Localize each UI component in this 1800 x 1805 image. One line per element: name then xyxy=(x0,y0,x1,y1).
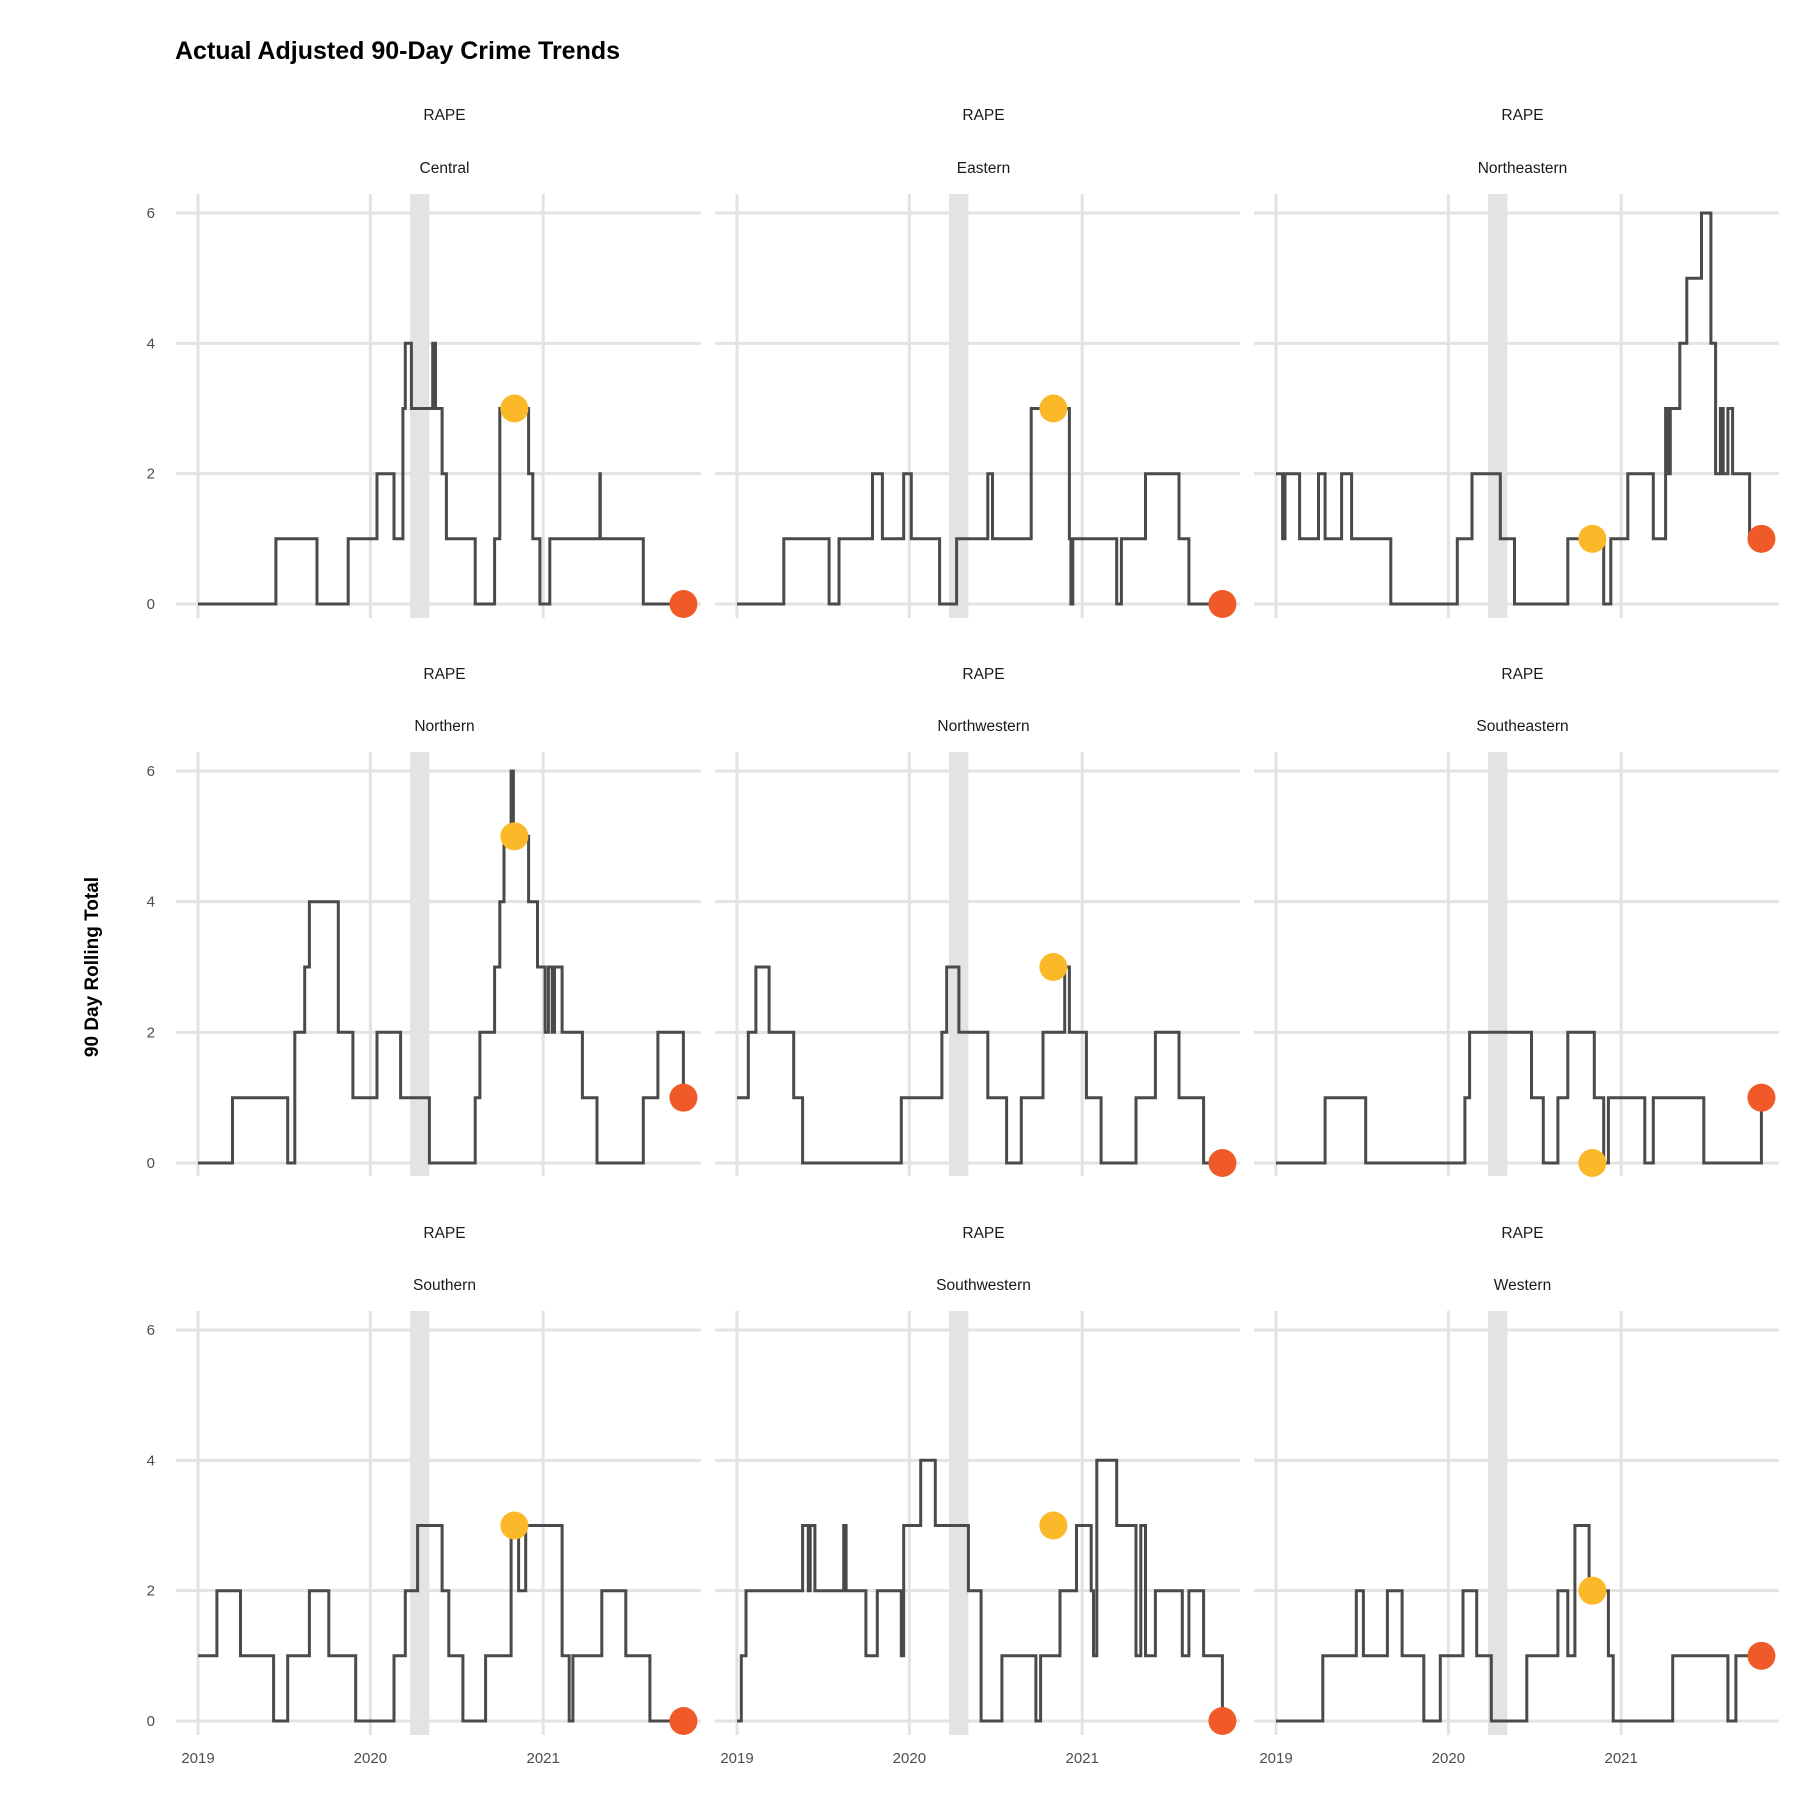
shaded-period-band xyxy=(949,194,969,618)
y-tick-label: 0 xyxy=(147,596,155,613)
x-tick-label: 2020 xyxy=(354,1750,387,1767)
panel-crime-label: RAPE xyxy=(423,1225,465,1242)
panel-crime-label: RAPE xyxy=(423,666,465,683)
x-tick-label: 2019 xyxy=(720,1750,753,1767)
panel-eastern: RAPE Eastern xyxy=(715,107,1240,618)
highlight-point xyxy=(500,394,529,423)
x-tick-label: 2020 xyxy=(1432,1750,1465,1767)
latest-point xyxy=(1208,590,1237,618)
panel-southeastern: RAPE Southeastern xyxy=(1254,666,1779,1177)
y-tick-label: 0 xyxy=(147,1155,155,1172)
y-tick-label: 4 xyxy=(147,894,155,911)
x-tick-label: 2021 xyxy=(1605,1750,1638,1767)
series-line xyxy=(198,769,685,1165)
panel-district-label: Eastern xyxy=(957,160,1010,177)
panel-western: RAPE Western 2019 2020 2021 xyxy=(1254,1225,1779,1767)
latest-point xyxy=(1747,1083,1776,1112)
chart-title: Actual Adjusted 90-Day Crime Trends xyxy=(175,37,620,65)
latest-point xyxy=(1747,524,1776,553)
panel-crime-label: RAPE xyxy=(962,666,1004,683)
highlight-point xyxy=(1578,1576,1607,1605)
series-line xyxy=(1276,1524,1762,1723)
y-tick-label: 6 xyxy=(147,205,155,222)
y-tick-label: 6 xyxy=(147,763,155,780)
shaded-period-band xyxy=(410,194,430,618)
shaded-period-band xyxy=(949,1311,969,1735)
panel-district-label: Southeastern xyxy=(1476,718,1568,735)
panel-district-label: Central xyxy=(420,160,470,177)
shaded-period-band xyxy=(949,752,969,1176)
panel-district-label: Southwestern xyxy=(936,1277,1031,1294)
x-tick-label: 2019 xyxy=(181,1750,214,1767)
panel-district-label: Northwestern xyxy=(937,718,1029,735)
panel-district-label: Northeastern xyxy=(1478,160,1568,177)
panel-northeastern: RAPE Northeastern xyxy=(1254,107,1779,618)
panel-northwestern: RAPE Northwestern xyxy=(715,666,1240,1177)
series-line xyxy=(198,341,684,606)
panel-crime-label: RAPE xyxy=(962,107,1004,124)
panel-southern: RAPE Southern 0 2 4 6 2019 2020 2021 xyxy=(147,1225,701,1767)
y-tick-label: 2 xyxy=(147,1583,155,1600)
shaded-period-band xyxy=(410,1311,430,1735)
shaded-period-band xyxy=(1488,1311,1508,1735)
latest-point xyxy=(669,1083,698,1112)
highlight-point xyxy=(1578,524,1607,553)
y-tick-label: 2 xyxy=(147,1024,155,1041)
highlight-point xyxy=(500,1511,529,1540)
panel-southwestern: RAPE Southwestern 2019 2020 2021 xyxy=(715,1225,1240,1767)
y-tick-label: 6 xyxy=(147,1322,155,1339)
panel-district-label: Southern xyxy=(413,1277,476,1294)
panel-crime-label: RAPE xyxy=(1501,107,1543,124)
series-line xyxy=(1276,1030,1763,1165)
y-tick-label: 2 xyxy=(147,466,155,483)
highlight-point xyxy=(1039,394,1068,423)
x-tick-label: 2021 xyxy=(527,1750,560,1767)
series-line xyxy=(737,407,1223,606)
latest-point xyxy=(1208,1707,1237,1735)
y-axis-label: 90 Day Rolling Total xyxy=(82,877,103,1057)
series-line xyxy=(198,1524,684,1723)
series-line xyxy=(737,1458,1224,1723)
panels-group: RAPE Central 0 2 4 6 RAPE Eastern RAPE Northeaste… xyxy=(147,107,1779,1767)
x-tick-label: 2021 xyxy=(1066,1750,1099,1767)
panel-district-label: Western xyxy=(1494,1277,1551,1294)
shaded-period-band xyxy=(1488,194,1508,618)
x-tick-label: 2019 xyxy=(1259,1750,1292,1767)
latest-point xyxy=(669,590,698,618)
y-tick-label: 4 xyxy=(147,1452,155,1469)
y-tick-label: 0 xyxy=(147,1713,155,1730)
highlight-point xyxy=(500,822,529,851)
series-line xyxy=(1276,211,1762,606)
highlight-point xyxy=(1039,953,1068,981)
panel-crime-label: RAPE xyxy=(423,107,465,124)
panel-northern: RAPE Northern 0 2 4 6 xyxy=(147,666,701,1176)
latest-point xyxy=(1208,1149,1237,1177)
shaded-period-band xyxy=(1488,752,1508,1176)
x-tick-label: 2020 xyxy=(893,1750,926,1767)
highlight-point xyxy=(1039,1511,1068,1540)
panel-district-label: Northern xyxy=(414,718,474,735)
panel-central: RAPE Central 0 2 4 6 xyxy=(147,107,701,618)
latest-point xyxy=(669,1707,698,1735)
shaded-period-band xyxy=(410,752,430,1176)
panel-crime-label: RAPE xyxy=(1501,666,1543,683)
latest-point xyxy=(1747,1641,1776,1670)
panel-crime-label: RAPE xyxy=(962,1225,1004,1242)
series-line xyxy=(737,965,1223,1165)
highlight-point xyxy=(1578,1149,1607,1177)
panel-crime-label: RAPE xyxy=(1501,1225,1543,1242)
y-tick-label: 4 xyxy=(147,335,155,352)
